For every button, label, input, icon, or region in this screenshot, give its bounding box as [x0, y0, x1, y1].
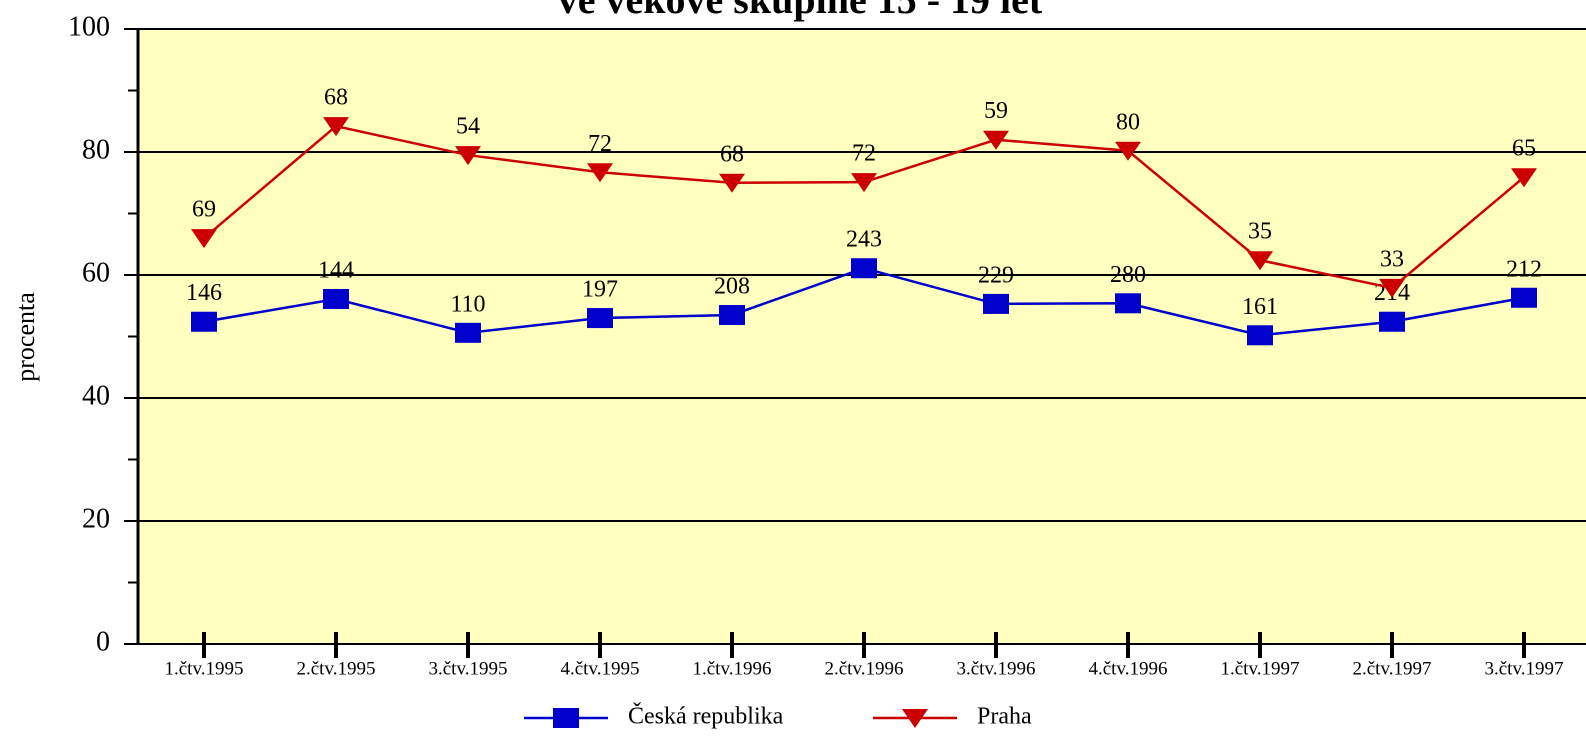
- point-marker: [455, 146, 481, 166]
- point-marker: [1247, 251, 1273, 271]
- point-marker: [983, 130, 1009, 150]
- point-label: 72: [588, 131, 612, 157]
- point-label: 197: [582, 277, 618, 303]
- point-label: 33: [1380, 246, 1404, 272]
- x-tick-label: 2.čtv.1995: [297, 658, 376, 679]
- point-marker: [1247, 325, 1273, 346]
- point-label: 65: [1512, 136, 1536, 162]
- point-label: 208: [714, 273, 750, 299]
- x-tick-label: 4.čtv.1996: [1089, 658, 1168, 679]
- point-marker: [455, 322, 481, 343]
- point-marker: [587, 308, 613, 329]
- x-tick-label: 3.čtv.1995: [429, 658, 508, 679]
- point-marker: [191, 229, 217, 249]
- y-tick-label: 0: [96, 626, 110, 657]
- legend-label: Česká republika: [628, 703, 784, 730]
- point-marker: [719, 173, 745, 193]
- point-label: 280: [1110, 262, 1146, 288]
- legend-marker: [553, 708, 579, 728]
- point-marker: [323, 117, 349, 137]
- x-tick-label: 1.čtv.1997: [1221, 658, 1300, 679]
- y-tick-label: 100: [68, 11, 110, 42]
- x-tick-label: 1.čtv.1996: [693, 658, 772, 679]
- x-tick-label: 1.čtv.1995: [165, 658, 244, 679]
- point-marker: [1115, 141, 1141, 161]
- point-label: 80: [1116, 109, 1140, 135]
- point-marker: [323, 288, 349, 309]
- chart-title: ve věkové skupině 15 - 19 let: [558, 0, 1043, 22]
- y-tick-label: 40: [82, 380, 110, 411]
- point-marker: [1379, 311, 1405, 332]
- x-tick-label: 2.čtv.1996: [825, 658, 904, 679]
- point-label: 54: [456, 114, 480, 140]
- y-tick-label: 20: [82, 503, 110, 534]
- point-label: 35: [1248, 219, 1272, 245]
- plot-area: [138, 29, 1586, 644]
- x-tick-label: 4.čtv.1995: [561, 658, 640, 679]
- point-label: 68: [720, 141, 744, 167]
- point-marker: [851, 173, 877, 193]
- point-marker: [587, 163, 613, 183]
- point-marker: [1511, 287, 1537, 308]
- point-marker: [719, 304, 745, 325]
- x-tick-label: 3.čtv.1997: [1485, 658, 1564, 679]
- legend-label: Praha: [977, 704, 1032, 730]
- point-marker: [983, 293, 1009, 314]
- point-label: 72: [852, 141, 876, 167]
- legend-marker: [902, 709, 928, 728]
- point-marker: [191, 311, 217, 332]
- point-marker: [851, 258, 877, 279]
- point-label: 110: [450, 291, 485, 317]
- point-label: 146: [186, 280, 222, 306]
- point-label: 229: [978, 262, 1014, 288]
- point-label: 69: [192, 197, 216, 223]
- y-tick-label: 80: [82, 134, 110, 165]
- x-tick-label: 3.čtv.1996: [957, 658, 1036, 679]
- point-label: 243: [846, 227, 882, 253]
- y-axis-label: procenta: [11, 292, 40, 382]
- point-label: 212: [1506, 256, 1542, 282]
- point-marker: [1379, 278, 1405, 298]
- point-marker: [1115, 293, 1141, 314]
- point-label: 161: [1242, 294, 1278, 320]
- point-marker: [1511, 168, 1537, 188]
- point-label: 68: [324, 85, 348, 111]
- y-tick-label: 60: [82, 257, 110, 288]
- x-tick-label: 2.čtv.1997: [1353, 658, 1432, 679]
- point-label: 59: [984, 98, 1008, 124]
- point-label: 144: [318, 257, 354, 283]
